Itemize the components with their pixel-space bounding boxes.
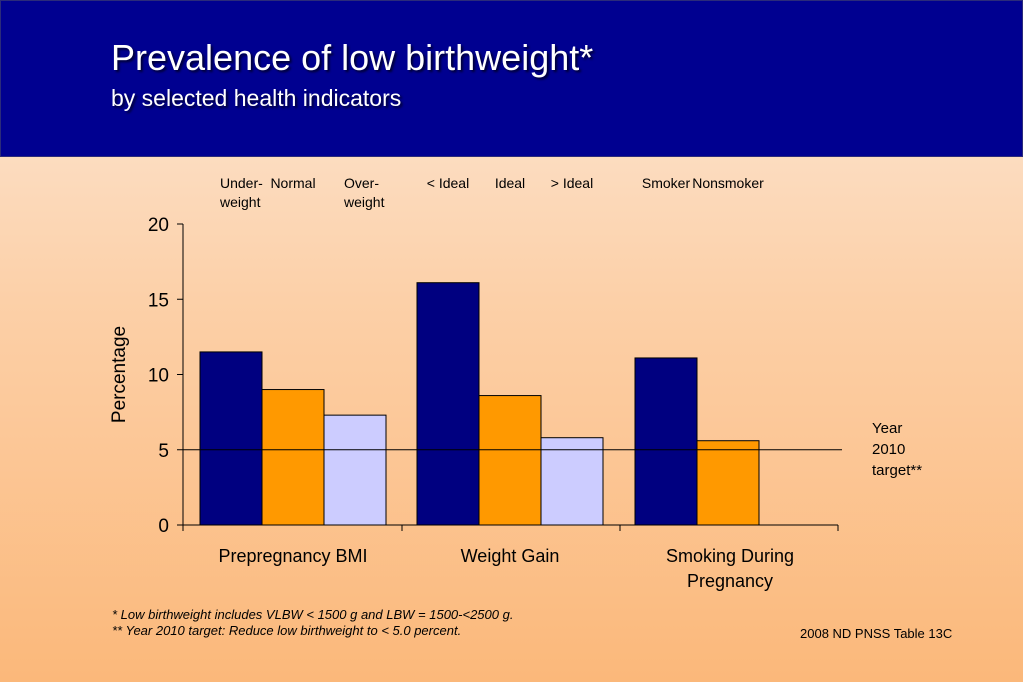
group-label: Pregnancy [687, 571, 773, 591]
y-tick-label: 0 [158, 516, 169, 537]
page-subtitle: by selected health indicators [111, 85, 402, 111]
group-label: Prepregnancy BMI [218, 546, 367, 566]
bar-category-label: Normal [270, 175, 315, 191]
target-label: 2010 [872, 441, 905, 458]
group-label: Smoking During [666, 546, 794, 566]
bar-category-label: Smoker [642, 175, 691, 191]
bar [696, 440, 760, 526]
bar [478, 395, 542, 526]
y-tick-label: 5 [158, 441, 169, 462]
bar-category-label: Nonsmoker [692, 175, 764, 191]
footnote-2010-target: ** Year 2010 target: Reduce low birthwei… [112, 623, 462, 638]
bar-category-label: Under- [220, 175, 263, 191]
source-citation: 2008 ND PNSS Table 13C [800, 626, 953, 641]
bar [540, 437, 604, 526]
target-label: target** [872, 462, 922, 479]
group-label: Weight Gain [461, 546, 560, 566]
y-axis-label: Percentage [109, 326, 130, 423]
bar-category-label: weight [343, 194, 385, 210]
target-label: Year [872, 420, 902, 437]
y-tick-label: 15 [148, 290, 169, 311]
bar [261, 389, 325, 526]
bar-category-label: < Ideal [427, 175, 469, 191]
bar-category-label: Ideal [495, 175, 525, 191]
bar-category-label: Over- [344, 175, 379, 191]
bar [416, 282, 480, 526]
y-tick-label: 20 [148, 215, 169, 236]
bar-category-label: weight [219, 194, 261, 210]
bar [634, 357, 698, 526]
header-band: Prevalence of low birthweight* by select… [0, 0, 1023, 157]
bar [199, 351, 263, 526]
bar-category-label: > Ideal [551, 175, 593, 191]
bar [323, 414, 387, 526]
footnote-low-birthweight: * Low birthweight includes VLBW < 1500 g… [112, 607, 514, 622]
page-title: Prevalence of low birthweight* [111, 37, 594, 78]
y-tick-label: 10 [148, 366, 169, 387]
